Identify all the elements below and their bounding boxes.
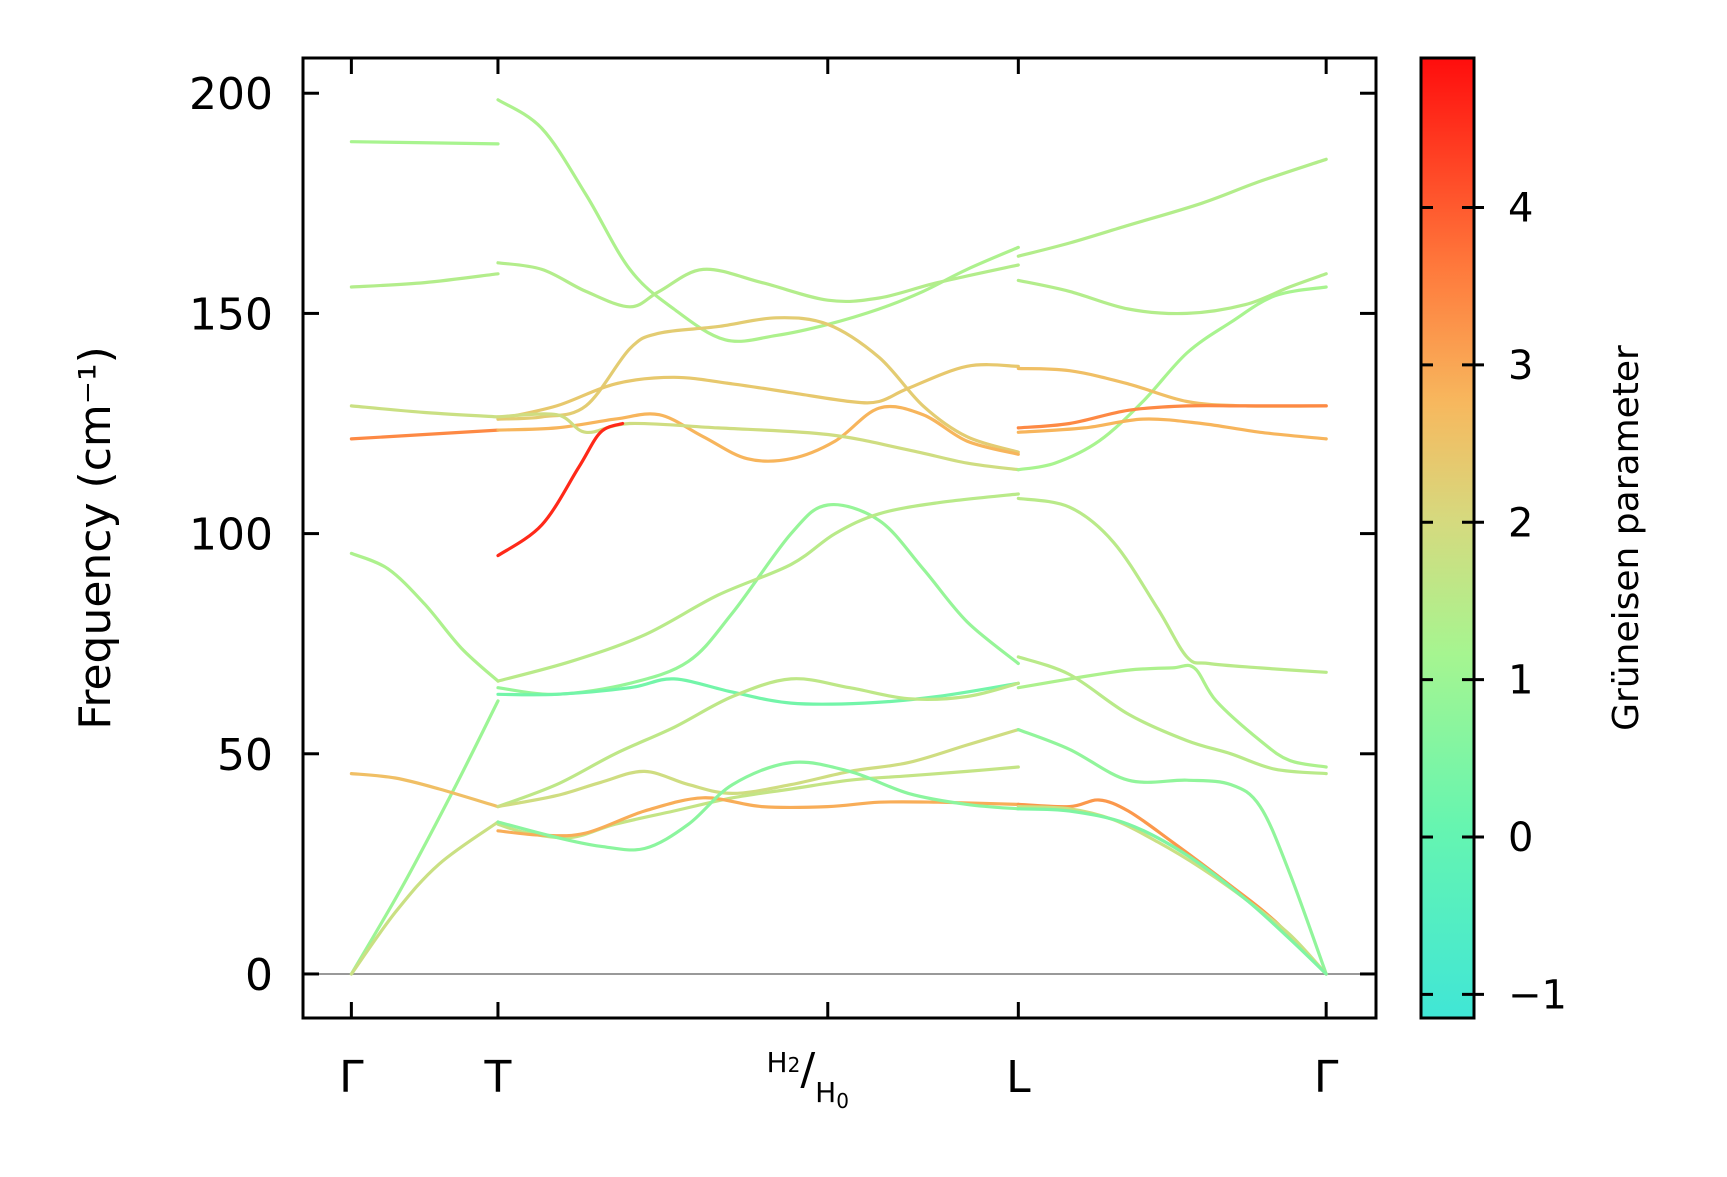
colorbar-tick-label: −1 — [1508, 972, 1567, 1018]
band-line-7 — [349, 772, 500, 809]
x-tick-label: T — [484, 1052, 512, 1103]
band-line-11 — [496, 316, 1020, 454]
band-line-8 — [349, 820, 500, 976]
band-line-31 — [1016, 663, 1328, 769]
band-line-35 — [1016, 805, 1328, 976]
y-tick-label: 100 — [189, 510, 273, 561]
band-line-18 — [496, 677, 1020, 706]
colorbar-ticks: −1 0 1 2 3 4 — [1421, 186, 1567, 1018]
band-line-20 — [496, 728, 1020, 809]
band-line-10 — [496, 261, 1020, 309]
band-line-22 — [496, 796, 1020, 838]
y-axis-label: Frequency (cm⁻¹) — [70, 346, 121, 730]
y-tick-label: 150 — [189, 289, 273, 340]
colorbar-tick-label: 2 — [1508, 500, 1533, 546]
band-line-25 — [1016, 272, 1328, 316]
y-tick-label: 0 — [245, 950, 273, 1001]
band-line-19 — [496, 677, 1020, 809]
band-line-4 — [349, 428, 500, 441]
colorbar-tick-label: 1 — [1508, 658, 1533, 704]
band-line-26 — [1016, 285, 1328, 472]
y-tick-label: 50 — [217, 730, 273, 781]
band-line-30 — [1016, 496, 1328, 674]
band-line-3 — [349, 404, 500, 419]
band-line-2 — [349, 272, 500, 289]
x-tick-label: Γ — [339, 1052, 364, 1103]
x-tick-label: L — [1006, 1052, 1031, 1103]
colorbar-label: Grüneisen parameter — [1606, 345, 1647, 731]
band-line-16 — [496, 502, 1020, 696]
band-line-6 — [349, 699, 500, 976]
band-line-34 — [1016, 798, 1328, 976]
band-line-12 — [496, 363, 1020, 421]
axis-ticks — [303, 58, 1376, 1018]
band-line-17 — [496, 492, 1020, 683]
x-tick-labels: Γ T H2/H0 L Γ — [339, 1044, 1339, 1113]
colorbar-gradient — [1419, 56, 1476, 1020]
phonon-bands — [349, 98, 1328, 976]
band-line-1 — [349, 140, 500, 146]
colorbar: −1 0 1 2 3 4 Grüneisen parameter — [1419, 56, 1647, 1020]
band-line-28 — [1016, 403, 1328, 430]
band-line-29 — [1016, 417, 1328, 441]
band-line-33 — [1016, 728, 1328, 976]
band-line-27 — [1016, 366, 1328, 408]
colorbar-tick-label: 0 — [1508, 815, 1533, 861]
colorbar-tick-label: 3 — [1508, 343, 1533, 389]
band-line-23 — [496, 760, 1020, 852]
band-line-15 — [496, 421, 625, 558]
band-line-13 — [496, 404, 1020, 463]
band-line-5 — [349, 551, 500, 683]
band-line-24 — [1016, 157, 1328, 258]
colorbar-tick-label: 4 — [1508, 186, 1533, 232]
y-tick-labels: 0 50 100 150 200 — [189, 69, 273, 1001]
band-line-36 — [1016, 807, 1328, 976]
x-tick-label: Γ — [1314, 1052, 1339, 1103]
band-line-9 — [496, 98, 1020, 343]
x-tick-label: H2/H0 — [767, 1044, 849, 1113]
band-line-14 — [496, 412, 1020, 472]
y-tick-label: 200 — [189, 69, 273, 120]
band-line-32 — [1016, 655, 1328, 776]
plot-frame — [301, 56, 1378, 1020]
